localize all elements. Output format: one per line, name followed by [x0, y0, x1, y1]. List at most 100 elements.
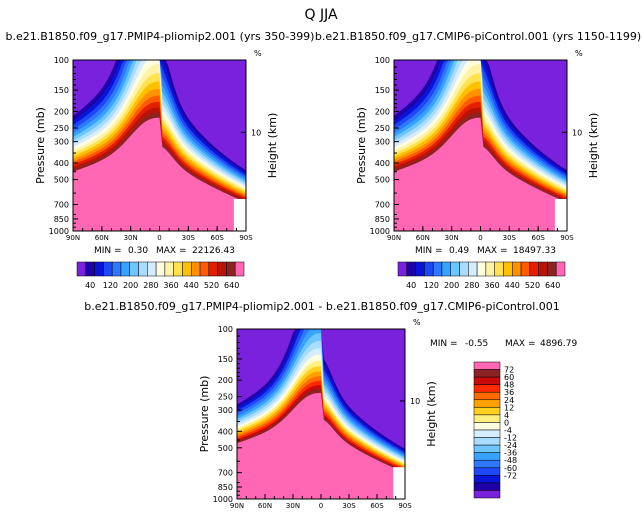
colorbar-label: 120 [424, 281, 439, 290]
y-tick-label: 250 [54, 124, 69, 133]
height-unit: % [413, 318, 421, 327]
colorbar-label: 640 [224, 281, 239, 290]
colorbar-box [485, 261, 495, 277]
panel-title: b.e21.B1850.f09_g17.PMIP4-pliomip2.001 -… [84, 300, 560, 313]
min-label: MIN = [430, 339, 458, 349]
colorbar-label: 4 [504, 411, 509, 420]
colorbar-label: 360 [484, 281, 499, 290]
colorbar-box [473, 459, 501, 469]
panel-title: b.e21.B1850.f09_g17.CMIP6-piControl.001 … [315, 30, 641, 43]
colorbar-box [120, 261, 130, 277]
panel-title: b.e21.B1850.f09_g17.PMIP4-pliomip2.001 (… [6, 30, 315, 43]
colorbar-label: -72 [504, 471, 517, 480]
y-tick-label: 250 [375, 124, 390, 133]
colorbar-box [473, 391, 501, 401]
y-tick-label: 100 [54, 56, 69, 65]
x-tick-label: 30N [124, 234, 138, 242]
contour-band-17 [237, 392, 405, 499]
y-tick-label: 850 [375, 215, 390, 224]
y-tick-label: 300 [375, 138, 390, 147]
colorbar-box [473, 437, 501, 446]
colorbar-label: 280 [464, 281, 479, 290]
min-label: MIN = [415, 246, 443, 256]
min-value: 0.49 [449, 246, 469, 256]
max-value: 18497.33 [513, 246, 556, 256]
colorbar-box [473, 384, 501, 393]
y-tick-label: 200 [54, 107, 69, 116]
colorbar-label: 200 [123, 281, 138, 290]
y-tick-label: 300 [218, 406, 233, 415]
surface-mask [233, 199, 246, 231]
x-tick-label: 30S [342, 502, 356, 510]
colorbar-box [512, 261, 522, 277]
y-axis-title: Pressure (mb) [34, 107, 47, 184]
colorbar-label: -48 [504, 456, 517, 465]
height-unit: % [575, 49, 583, 58]
y-tick-label: 300 [54, 138, 69, 147]
x-tick-label: 60N [258, 502, 272, 510]
colorbar-box [226, 261, 236, 277]
colorbar-box [529, 261, 539, 277]
colorbar-box [173, 261, 183, 277]
x-tick-label: 60N [95, 234, 109, 242]
colorbar-label: -24 [504, 441, 517, 450]
colorbar-box [208, 261, 218, 277]
max-label: MAX = [477, 246, 508, 256]
colorbar-label: 520 [525, 281, 540, 290]
y-tick-label: 500 [54, 176, 69, 185]
y-tick-label: 1000 [49, 227, 69, 236]
y-tick-label: 500 [375, 176, 390, 185]
y-tick-label: 250 [218, 393, 233, 402]
colorbar-box [473, 361, 501, 370]
colorbar-box [473, 369, 501, 378]
x-tick-label: 30S [182, 234, 196, 242]
y-tick-label: 400 [218, 427, 233, 436]
colorbar-label: 40 [85, 281, 95, 290]
y-tick-label: 700 [54, 201, 69, 210]
colorbar-box [103, 261, 113, 277]
y-axis-title: Pressure (mb) [355, 107, 368, 184]
y-tick-label: 400 [375, 159, 390, 168]
colorbar-box [397, 261, 408, 277]
colorbar-box [441, 261, 451, 277]
colorbar-label: 12 [504, 403, 514, 412]
colorbar-label: -60 [504, 464, 517, 473]
x-tick-label: 90N [387, 234, 401, 242]
y-tick-label: 150 [54, 86, 69, 95]
x-tick-label: 30N [445, 234, 459, 242]
colorbar-box [424, 261, 434, 277]
colorbar-box [547, 261, 557, 277]
colorbar-box [94, 261, 104, 277]
colorbar-box [432, 261, 443, 277]
colorbar-box [129, 261, 139, 277]
page-title: Q JJA [304, 7, 337, 23]
colorbar-label: 120 [103, 281, 118, 290]
max-label: MAX = [505, 339, 536, 349]
colorbar-box [520, 261, 531, 277]
colorbar-label: -36 [504, 449, 517, 458]
surface-mask [393, 467, 405, 499]
y-tick-label: 100 [218, 325, 233, 334]
y-tick-label: 400 [54, 159, 69, 168]
y-axis-title: Pressure (mb) [198, 376, 211, 453]
y-tick-label: 150 [218, 355, 233, 364]
x-tick-label: 60S [531, 234, 545, 242]
colorbar-box [473, 399, 501, 408]
x-tick-label: 30N [286, 502, 300, 510]
colorbar-label: 520 [204, 281, 219, 290]
colorbar-box [164, 261, 174, 277]
contour-band-18 [394, 117, 567, 231]
colorbar-box [415, 261, 425, 277]
colorbar-label: 280 [143, 281, 158, 290]
right-axis-title: Height (km) [425, 381, 438, 447]
x-tick-label: 90N [66, 234, 80, 242]
x-tick-label: 60S [370, 502, 384, 510]
min-value: -0.55 [465, 339, 488, 349]
colorbar-box [138, 261, 148, 277]
colorbar-box [111, 261, 122, 277]
colorbar-box [473, 467, 501, 476]
colorbar-box [503, 261, 513, 277]
colorbar-box [494, 261, 504, 277]
